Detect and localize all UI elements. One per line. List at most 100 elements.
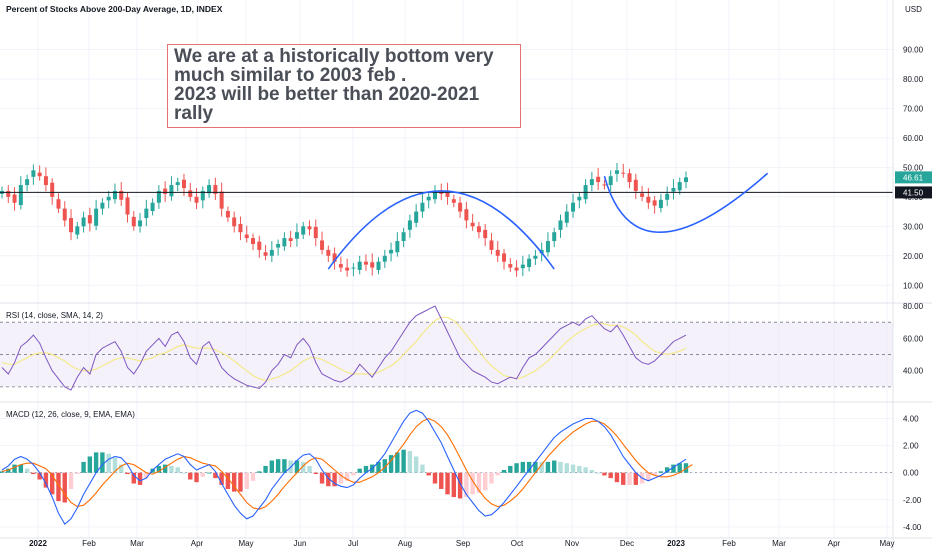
rsi-pane[interactable] [1,305,687,391]
macd-tick-label: -2.00 [903,496,922,505]
candle-body [288,238,293,242]
macd-histogram-bar [627,472,632,485]
candle-body [382,255,387,262]
candle-body [175,182,180,186]
candle-body [502,253,507,262]
macd-tick-label: 0.00 [903,469,919,478]
x-tick-label: Feb [82,539,96,548]
macd-histogram-bar [589,470,595,473]
annotation-box[interactable]: We are at a historically bottom very muc… [167,44,521,128]
macd-histogram-bar [539,461,544,473]
macd-histogram-bar [476,472,482,494]
candle-body [445,191,450,197]
macd-histogram-bar [376,461,381,473]
candle-body [345,267,350,271]
candle-body [589,179,594,186]
macd-histogram-bar [188,472,193,480]
macd-histogram-bar [62,472,67,503]
macd-pane[interactable] [0,409,893,526]
macd-signal-line [1,417,693,510]
macd-histogram-bar [520,461,526,473]
macd-histogram-bar [558,461,563,473]
macd-histogram-bar [432,472,438,484]
macd-histogram-bar [50,472,55,495]
macd-histogram-bar [608,472,613,479]
rsi-ma-line [1,316,687,382]
candle-body [545,241,550,253]
macd-histogram-bar [464,472,469,498]
candle-body [351,267,356,269]
currency-label: USD [905,5,922,14]
macd-histogram-bar [545,461,551,473]
price-pane[interactable] [0,162,893,277]
candle-body [251,238,256,244]
macd-title: MACD (12, 26, close, 9, EMA, EMA) [6,410,135,419]
macd-histogram-bar [363,465,369,473]
candle-body [407,220,412,230]
macd-histogram-bar [119,464,124,473]
macd-tick-label: -4.00 [903,523,922,532]
macd-histogram-bar [231,472,237,492]
rsi-tick-label: 80.00 [903,302,924,311]
macd-histogram-bar [614,472,620,483]
candle-body [244,234,249,239]
macd-histogram-bar [56,472,61,502]
candle-body [363,261,368,265]
macd-histogram-bar [206,472,212,474]
macd-histogram-bar [294,460,300,473]
price-tick-label: 90.00 [903,45,924,54]
candle-body [326,249,331,256]
candle-body [401,232,406,242]
x-tick-label: Sep [456,539,471,548]
macd-tick-label: 4.00 [903,415,919,424]
macd-histogram-bar [269,460,275,473]
candle-body [125,197,130,215]
macd-histogram-bar [413,456,419,473]
macd-histogram-bar [24,468,30,473]
candle-body [564,211,569,223]
candle-body [665,193,670,200]
candle-body [188,190,193,197]
macd-histogram-bar [451,472,457,498]
candle-body [338,264,343,268]
macd-histogram-bar [87,456,93,473]
candle-body [558,220,563,230]
macd-histogram-bar [482,472,488,491]
candle-body [213,185,218,194]
rsi-tick-label: 60.00 [903,334,924,343]
macd-histogram-bar [564,463,569,473]
macd-histogram-bar [219,472,224,485]
macd-histogram-bar [495,472,500,476]
macd-histogram-bar [388,455,394,473]
macd-histogram-bar [595,472,601,474]
candle-body [12,194,17,203]
candle-body [163,188,168,194]
candle-body [156,190,161,203]
candle-body [451,199,456,203]
macd-histogram-bar [81,461,86,473]
candle-body [640,193,645,197]
candle-body [100,202,105,209]
macd-histogram-bar [395,452,400,473]
candle-body [75,226,80,235]
macd-histogram-bar [401,449,406,473]
candle-body [43,176,48,186]
macd-histogram-bar [75,472,80,475]
macd-histogram-bar [125,472,130,475]
x-tick-label: May [238,539,253,548]
macd-histogram-bar [144,472,149,479]
chart-title: Percent of Stocks Above 200-Day Average,… [6,4,223,14]
candle-body [282,238,287,247]
candle-body [426,196,431,201]
candle-body [87,215,92,224]
macd-histogram-bar [344,472,350,481]
x-tick-label: Apr [191,539,204,548]
candle-body [470,222,475,227]
candle-body [56,199,61,209]
rsi-line [1,305,687,391]
candle-body [520,264,525,269]
macd-histogram-bar [106,453,111,473]
macd-histogram-bar [407,451,413,473]
macd-histogram-bar [489,472,494,484]
candle-body [571,202,576,212]
